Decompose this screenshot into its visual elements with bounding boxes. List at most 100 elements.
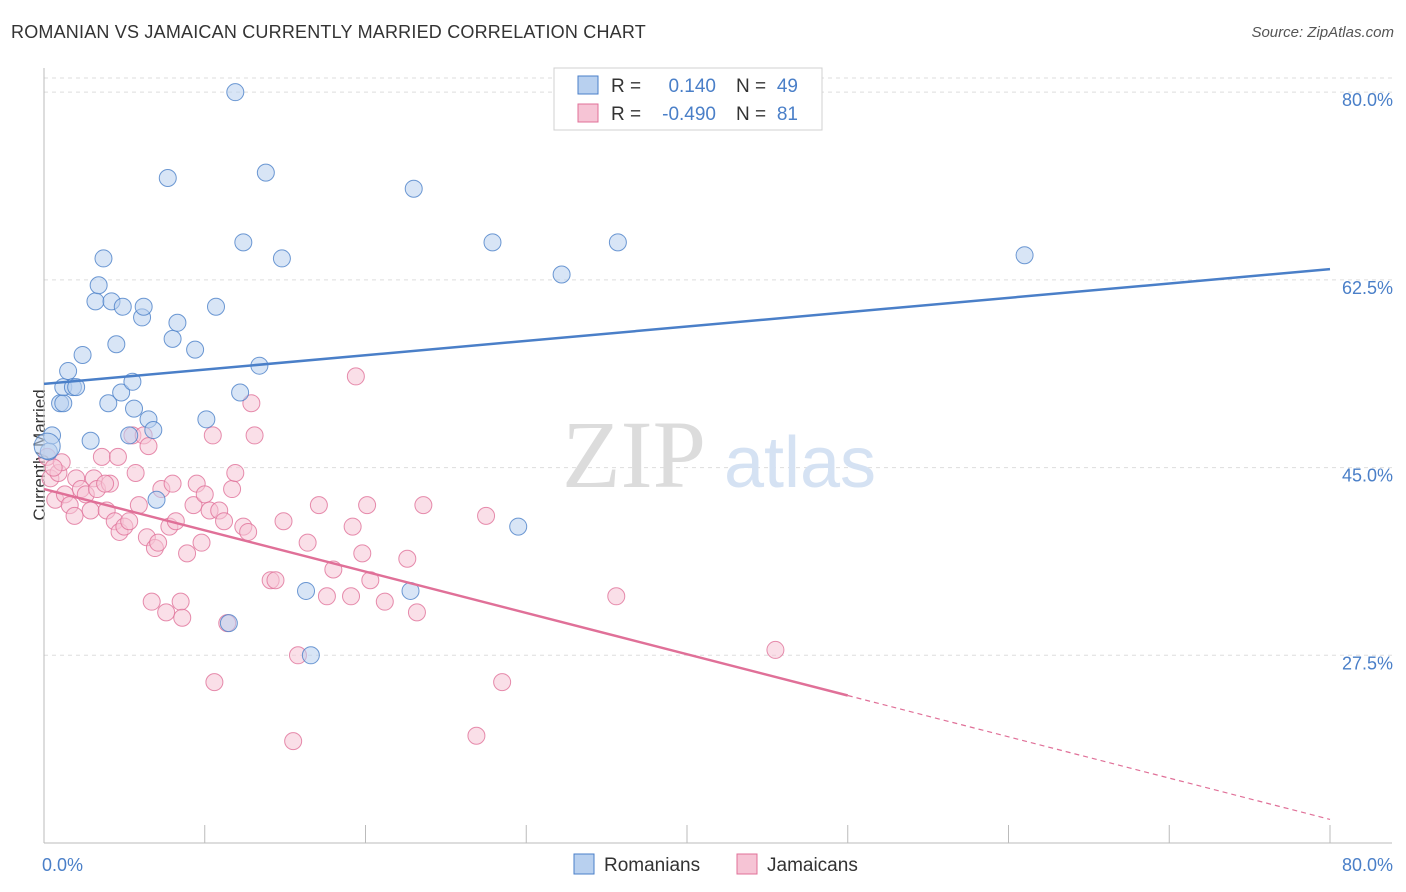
- romanian-point: [234, 233, 253, 252]
- romanians-trend-line: [43, 267, 1331, 386]
- jamaican-point: [407, 603, 426, 622]
- romanian-r-label: R =: [611, 76, 641, 97]
- jamaican-point: [65, 506, 84, 525]
- romanian-point: [144, 421, 163, 440]
- jamaican-point: [467, 726, 486, 745]
- romanian-point: [297, 581, 316, 600]
- jamaican-point: [375, 592, 394, 611]
- jamaican-point: [81, 501, 100, 520]
- jamaican-point: [171, 592, 190, 611]
- jamaican-point: [205, 673, 224, 692]
- romanian-point: [301, 646, 320, 665]
- romanian-point: [163, 329, 182, 348]
- jamaican-point: [226, 463, 245, 482]
- jamaican-point: [239, 522, 258, 541]
- romanian-n-label: N =: [736, 76, 766, 97]
- jamaican-point: [346, 367, 365, 386]
- jamaican-point: [245, 426, 264, 445]
- x-tick-label-80: 80.0%: [1342, 855, 1393, 875]
- jamaican-point: [493, 673, 512, 692]
- romanian-point: [120, 426, 139, 445]
- jamaican-point: [274, 512, 293, 531]
- jamaican-point: [215, 512, 234, 531]
- romanian-r-value: 0.140: [668, 76, 716, 97]
- jamaican-point: [192, 533, 211, 552]
- romanian-point: [94, 249, 113, 268]
- jamaican-r-label: R =: [611, 104, 641, 125]
- chart-title: ROMANIAN VS JAMAICAN CURRENTLY MARRIED C…: [11, 22, 646, 42]
- jamaican-point: [142, 592, 161, 611]
- jamaican-point: [178, 544, 197, 563]
- romanian-point: [81, 431, 100, 450]
- jamaican-point: [184, 496, 203, 515]
- jamaican-point: [163, 474, 182, 493]
- romanian-point: [219, 614, 238, 633]
- jamaican-point: [477, 506, 496, 525]
- romanian-point: [483, 233, 502, 252]
- jamaican-point: [398, 549, 417, 568]
- jamaican-point: [120, 512, 139, 531]
- romanian-point: [256, 163, 275, 182]
- series-legend: Romanians Jamaicans: [573, 853, 858, 876]
- jamaican-point: [358, 496, 377, 515]
- axes: [43, 68, 1392, 844]
- romanian-point: [186, 340, 205, 359]
- jamaican-point: [173, 608, 192, 627]
- x-tick-label-0: 0.0%: [42, 855, 83, 875]
- romanian-points: [33, 83, 1034, 665]
- romanian-point: [608, 233, 627, 252]
- jamaican-point: [266, 571, 285, 590]
- romanian-point: [1015, 246, 1034, 265]
- watermark-zip: ZIP: [562, 401, 706, 508]
- romanian-point: [134, 297, 153, 316]
- jamaican-point: [309, 496, 328, 515]
- jamaican-point: [242, 394, 261, 413]
- y-tick-label-80: 80.0%: [1342, 90, 1393, 110]
- romanian-point: [112, 383, 131, 402]
- romanian-point: [552, 265, 571, 284]
- romanian-point: [33, 432, 61, 460]
- jamaican-point: [766, 640, 785, 659]
- jamaican-point: [126, 463, 145, 482]
- jamaican-point: [284, 732, 303, 751]
- jamaican-point: [317, 587, 336, 606]
- jamaican-point: [342, 587, 361, 606]
- jamaican-point: [414, 496, 433, 515]
- jamaican-point: [108, 447, 127, 466]
- jamaican-point: [607, 587, 626, 606]
- romanian-point: [125, 399, 144, 418]
- jamaican-point: [353, 544, 372, 563]
- romanian-point: [509, 517, 528, 536]
- source-label: Source: ZipAtlas.com: [1251, 24, 1394, 41]
- jamaican-point: [195, 485, 214, 504]
- jamaican-point: [149, 533, 168, 552]
- romanian-point: [67, 378, 86, 397]
- romanians-legend-label: Romanians: [604, 855, 700, 876]
- watermark: ZIP atlas: [562, 401, 876, 508]
- jamaicans-trend-extension: [847, 694, 1331, 820]
- jamaicans-legend-label: Jamaicans: [767, 855, 858, 876]
- romanian-point: [113, 297, 132, 316]
- romanian-point: [59, 362, 78, 381]
- romanian-point: [272, 249, 291, 268]
- jamaican-n-label: N =: [736, 104, 766, 125]
- jamaican-point: [139, 437, 158, 456]
- romanian-point: [107, 335, 126, 354]
- jamaican-point: [96, 474, 115, 493]
- jamaicans-legend-swatch: [736, 853, 758, 875]
- watermark-atlas: atlas: [724, 423, 876, 503]
- romanian-point: [147, 490, 166, 509]
- romanian-point: [86, 292, 105, 311]
- romanian-legend-swatch: [577, 75, 599, 95]
- romanian-point: [404, 179, 423, 198]
- romanian-point: [73, 345, 92, 364]
- romanian-point: [226, 83, 245, 102]
- y-tick-label-27.5: 27.5%: [1342, 653, 1393, 673]
- jamaican-n-value: 81: [777, 104, 798, 125]
- jamaican-point: [92, 447, 111, 466]
- jamaican-legend-swatch: [577, 103, 599, 123]
- jamaican-point: [44, 458, 63, 477]
- tick-labels: 80.0% 62.5% 45.0% 27.5% 0.0% 80.0%: [42, 90, 1393, 875]
- romanian-point: [168, 313, 187, 332]
